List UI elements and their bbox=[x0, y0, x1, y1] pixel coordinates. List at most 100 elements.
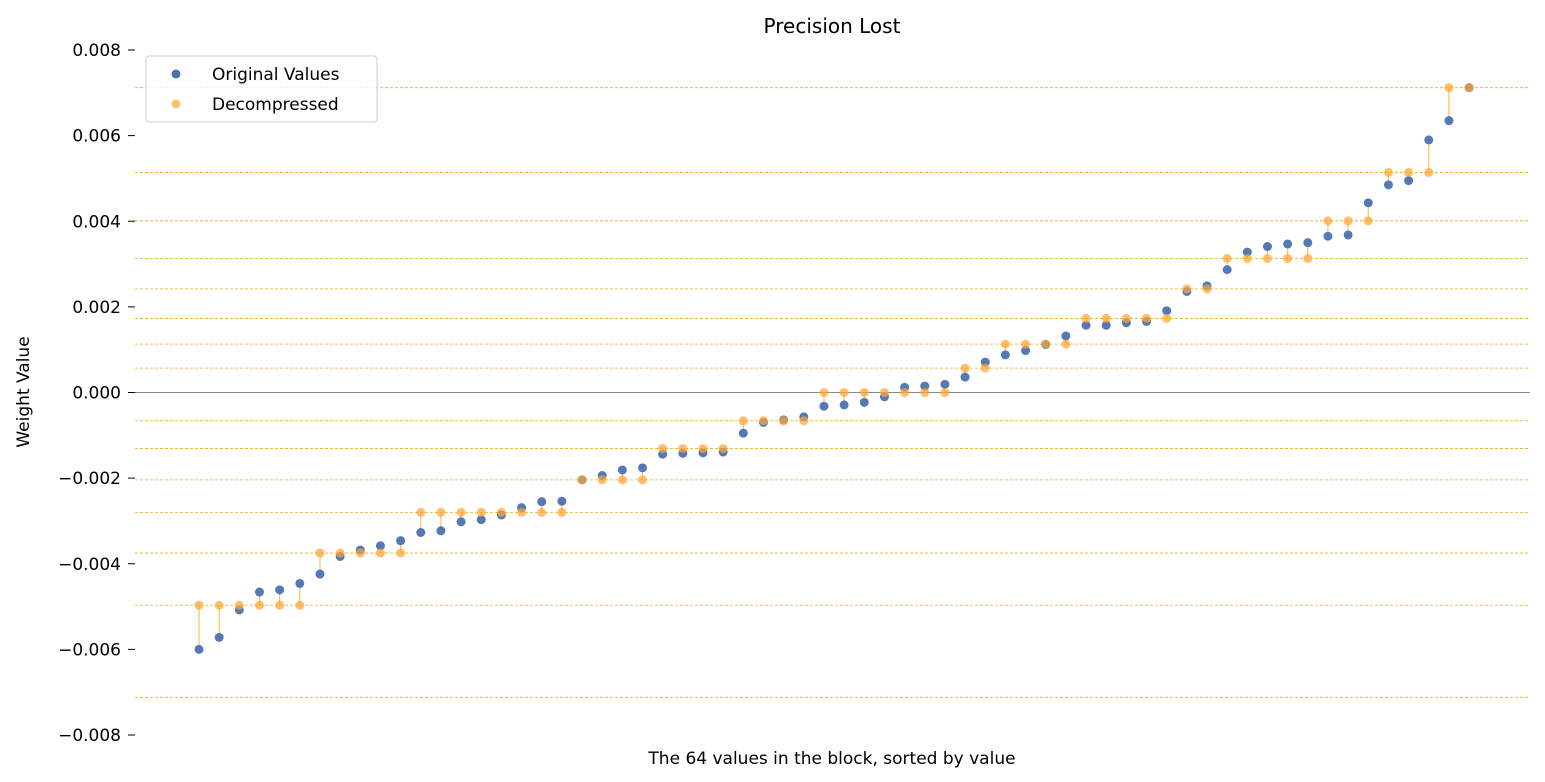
original-point-14 bbox=[476, 515, 486, 525]
decompressed-point-7 bbox=[335, 548, 345, 558]
y-tick-label-6: 0.004 bbox=[72, 212, 121, 232]
y-axis: −0.008 −0.006 −0.004 −0.002 0.000 0.002 0.004 0… bbox=[58, 41, 135, 746]
original-point-17 bbox=[537, 497, 547, 507]
original-point-13 bbox=[456, 517, 466, 527]
decompressed-point-49 bbox=[1182, 284, 1192, 294]
legend-label-decompressed: Decompressed bbox=[212, 95, 339, 115]
decompressed-point-2 bbox=[234, 600, 244, 610]
original-point-37 bbox=[940, 379, 950, 389]
original-point-43 bbox=[1061, 331, 1071, 341]
chart-title: Precision Lost bbox=[764, 14, 901, 38]
original-point-44 bbox=[1081, 320, 1091, 330]
decompressed-point-9 bbox=[375, 548, 385, 558]
legend: Original Values Decompressed bbox=[145, 55, 378, 123]
original-point-22 bbox=[638, 463, 648, 473]
decompressed-point-55 bbox=[1303, 253, 1313, 263]
original-point-41 bbox=[1021, 346, 1031, 356]
decompressed-point-20 bbox=[597, 475, 607, 485]
original-point-10 bbox=[396, 536, 406, 546]
decompressed-point-48 bbox=[1162, 313, 1172, 323]
original-point-54 bbox=[1283, 239, 1293, 249]
decompressed-points-layer bbox=[194, 83, 1474, 610]
decompressed-point-53 bbox=[1262, 253, 1272, 263]
original-point-56 bbox=[1323, 231, 1333, 241]
decompressed-point-54 bbox=[1283, 253, 1293, 263]
original-point-62 bbox=[1444, 116, 1454, 126]
decompressed-point-45 bbox=[1101, 313, 1111, 323]
decompressed-point-39 bbox=[980, 363, 990, 373]
original-point-21 bbox=[617, 465, 627, 475]
decompressed-point-6 bbox=[315, 548, 325, 558]
decompressed-point-43 bbox=[1061, 339, 1071, 349]
decompressed-point-8 bbox=[355, 548, 365, 558]
x-axis-label: The 64 values in the block, sorted by va… bbox=[647, 749, 1015, 769]
decompressed-point-40 bbox=[1000, 339, 1010, 349]
decompressed-point-38 bbox=[960, 363, 970, 373]
decompressed-point-50 bbox=[1202, 284, 1212, 294]
decompressed-point-23 bbox=[658, 444, 668, 454]
decompressed-point-46 bbox=[1121, 313, 1131, 323]
y-tick-label-3: −0.002 bbox=[58, 469, 121, 489]
decompressed-point-19 bbox=[577, 475, 587, 485]
original-point-40 bbox=[1000, 350, 1010, 360]
original-point-36 bbox=[920, 381, 930, 391]
original-point-4 bbox=[275, 585, 285, 595]
legend-marker-decompressed bbox=[171, 99, 181, 109]
original-point-31 bbox=[819, 401, 829, 411]
decompressed-point-22 bbox=[638, 475, 648, 485]
decompressed-point-15 bbox=[496, 507, 506, 517]
decompressed-point-27 bbox=[738, 416, 748, 426]
decompressed-point-51 bbox=[1222, 253, 1232, 263]
decompressed-point-21 bbox=[617, 475, 627, 485]
decompressed-point-31 bbox=[819, 388, 829, 397]
original-point-27 bbox=[738, 428, 748, 438]
decompressed-point-11 bbox=[416, 507, 426, 517]
decompressed-point-14 bbox=[476, 507, 486, 517]
original-point-45 bbox=[1101, 320, 1111, 330]
original-point-5 bbox=[295, 578, 305, 588]
original-point-51 bbox=[1222, 265, 1232, 275]
original-point-48 bbox=[1162, 306, 1172, 316]
decompressed-point-34 bbox=[879, 388, 889, 397]
legend-marker-original bbox=[171, 69, 181, 79]
decompressed-point-32 bbox=[839, 388, 849, 397]
y-tick-label-5: 0.002 bbox=[72, 298, 121, 318]
y-tick-label-7: 0.006 bbox=[72, 127, 121, 147]
decompressed-point-3 bbox=[254, 600, 264, 610]
decompressed-point-63 bbox=[1464, 83, 1474, 93]
original-point-38 bbox=[960, 372, 970, 382]
original-point-0 bbox=[194, 644, 204, 654]
original-point-9 bbox=[375, 541, 385, 551]
decompressed-point-26 bbox=[718, 444, 728, 454]
decompressed-point-33 bbox=[859, 388, 869, 397]
original-point-12 bbox=[436, 526, 446, 536]
decompressed-point-47 bbox=[1142, 313, 1152, 323]
original-point-1 bbox=[214, 632, 224, 642]
original-points-layer bbox=[194, 83, 1474, 654]
original-point-57 bbox=[1343, 230, 1353, 240]
decompressed-point-44 bbox=[1081, 313, 1091, 323]
decompressed-point-35 bbox=[900, 388, 910, 397]
decompressed-point-18 bbox=[557, 507, 567, 517]
decompressed-point-36 bbox=[920, 388, 930, 397]
decompressed-point-62 bbox=[1444, 83, 1454, 93]
legend-label-original: Original Values bbox=[212, 65, 340, 85]
y-tick-label-4: 0.000 bbox=[72, 384, 121, 404]
decompressed-point-12 bbox=[436, 507, 446, 517]
decompressed-point-42 bbox=[1041, 339, 1051, 349]
decompressed-point-4 bbox=[275, 600, 285, 610]
decompressed-point-10 bbox=[396, 548, 406, 558]
original-point-18 bbox=[557, 496, 567, 506]
decompressed-point-57 bbox=[1343, 216, 1353, 226]
original-point-58 bbox=[1363, 198, 1373, 208]
original-point-60 bbox=[1404, 176, 1414, 186]
decompressed-point-17 bbox=[537, 507, 547, 517]
decompressed-point-37 bbox=[940, 388, 950, 397]
decompressed-point-61 bbox=[1424, 167, 1434, 177]
y-axis-label: Weight Value bbox=[14, 336, 34, 447]
legend-frame bbox=[145, 55, 378, 123]
decompressed-point-5 bbox=[295, 600, 305, 610]
original-point-61 bbox=[1424, 135, 1434, 145]
level-lines-layer bbox=[135, 87, 1530, 698]
original-point-3 bbox=[254, 587, 264, 597]
